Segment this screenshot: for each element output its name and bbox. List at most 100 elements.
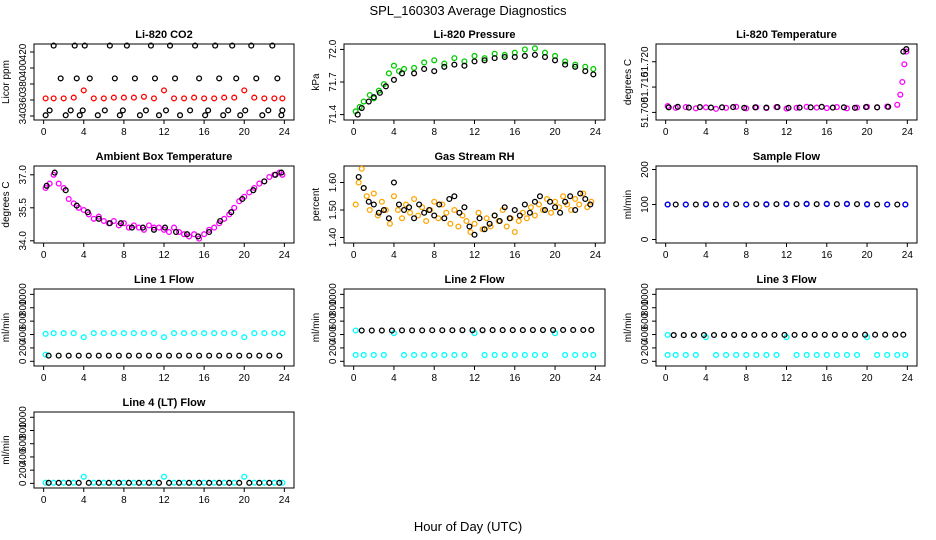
data-point <box>902 351 909 359</box>
data-point <box>763 104 770 111</box>
data-point <box>557 209 564 216</box>
data-point <box>120 479 127 486</box>
x-tick-label: 4 <box>81 495 87 506</box>
data-point <box>562 61 569 68</box>
data-point <box>710 331 718 339</box>
data-point <box>531 212 538 219</box>
data-point <box>120 330 127 337</box>
data-point <box>851 104 859 111</box>
panel-5: Sample Flow ml/min 0 4 8 12 16 20 24 0 100 200 <box>623 151 918 261</box>
data-point <box>421 351 428 359</box>
data-point <box>105 352 112 359</box>
data-point <box>125 352 132 359</box>
data-point <box>95 213 102 220</box>
data-point <box>843 201 850 208</box>
data-point <box>135 352 142 359</box>
data-point <box>110 479 117 486</box>
data-point <box>62 187 69 194</box>
data-point <box>793 201 800 208</box>
x-tick-label: 24 <box>279 127 291 138</box>
x-tick-label: 8 <box>743 250 749 261</box>
data-point <box>431 198 438 205</box>
data-point <box>723 104 730 111</box>
data-point <box>741 104 748 111</box>
data-point <box>80 334 87 341</box>
data-point <box>531 198 538 205</box>
series-0 <box>352 45 597 115</box>
data-point <box>461 351 468 359</box>
data-point <box>743 201 750 208</box>
data-point <box>793 351 800 359</box>
data-point <box>481 55 488 62</box>
data-point <box>491 351 498 359</box>
data-point <box>572 206 579 214</box>
data-point <box>501 351 508 359</box>
data-point <box>731 331 738 338</box>
data-point <box>162 107 170 114</box>
data-point <box>390 193 397 200</box>
data-point <box>191 330 198 337</box>
data-point <box>165 479 173 486</box>
data-point <box>130 94 137 101</box>
data-point <box>902 201 909 208</box>
data-point <box>833 104 840 111</box>
data-point <box>546 198 554 205</box>
data-point <box>874 351 881 359</box>
y-tick-label: 1000 <box>640 283 651 306</box>
data-point <box>276 479 283 486</box>
data-point <box>398 70 406 77</box>
data-point <box>823 201 830 208</box>
x-tick-label: 16 <box>821 127 833 138</box>
data-point <box>279 479 286 486</box>
data-point <box>813 351 820 359</box>
data-point <box>100 95 107 102</box>
y-tick-label: 51.710 <box>640 71 651 102</box>
x-tick-label: 20 <box>861 127 873 138</box>
data-point <box>700 331 707 339</box>
data-point <box>451 206 458 214</box>
data-point <box>823 105 830 112</box>
data-point <box>416 201 423 208</box>
data-point <box>86 75 93 82</box>
y-axis-label: degrees C <box>623 59 634 105</box>
data-point <box>665 104 672 111</box>
series-1 <box>42 87 286 102</box>
data-point <box>136 112 143 119</box>
data-point <box>894 201 901 208</box>
x-tick-label: 24 <box>279 495 291 506</box>
panel-title: Line 4 (LT) Flow <box>123 397 206 409</box>
series-1 <box>45 352 283 359</box>
data-point <box>590 71 597 78</box>
data-point <box>811 331 818 338</box>
data-point <box>901 61 908 68</box>
x-tick-label: 24 <box>902 127 914 138</box>
series-1 <box>355 173 594 238</box>
data-point <box>398 215 406 222</box>
data-point <box>515 217 522 225</box>
data-point <box>803 351 810 359</box>
data-point <box>142 107 149 114</box>
data-point <box>390 179 397 186</box>
panel-3: Ambient Box Temperature degrees C 0 4 8 12 16 2… <box>1 151 295 261</box>
data-point <box>466 223 473 230</box>
data-point <box>241 473 248 480</box>
data-point <box>145 222 153 229</box>
y-tick-label: 200 <box>640 161 651 178</box>
data-point <box>265 107 272 114</box>
data-point <box>773 351 780 359</box>
x-tick-label: 12 <box>158 127 170 138</box>
data-point <box>70 330 77 337</box>
data-point <box>529 326 536 334</box>
data-point <box>165 228 173 236</box>
data-point <box>186 352 193 359</box>
data-point <box>358 105 365 112</box>
series-1 <box>665 46 910 111</box>
data-point <box>231 479 238 486</box>
data-point <box>723 201 730 208</box>
data-point <box>481 351 488 359</box>
data-point <box>801 331 808 338</box>
y-tick-label: 1000 <box>328 283 339 306</box>
data-point <box>211 95 218 102</box>
data-point <box>251 330 258 337</box>
data-point <box>160 87 168 94</box>
